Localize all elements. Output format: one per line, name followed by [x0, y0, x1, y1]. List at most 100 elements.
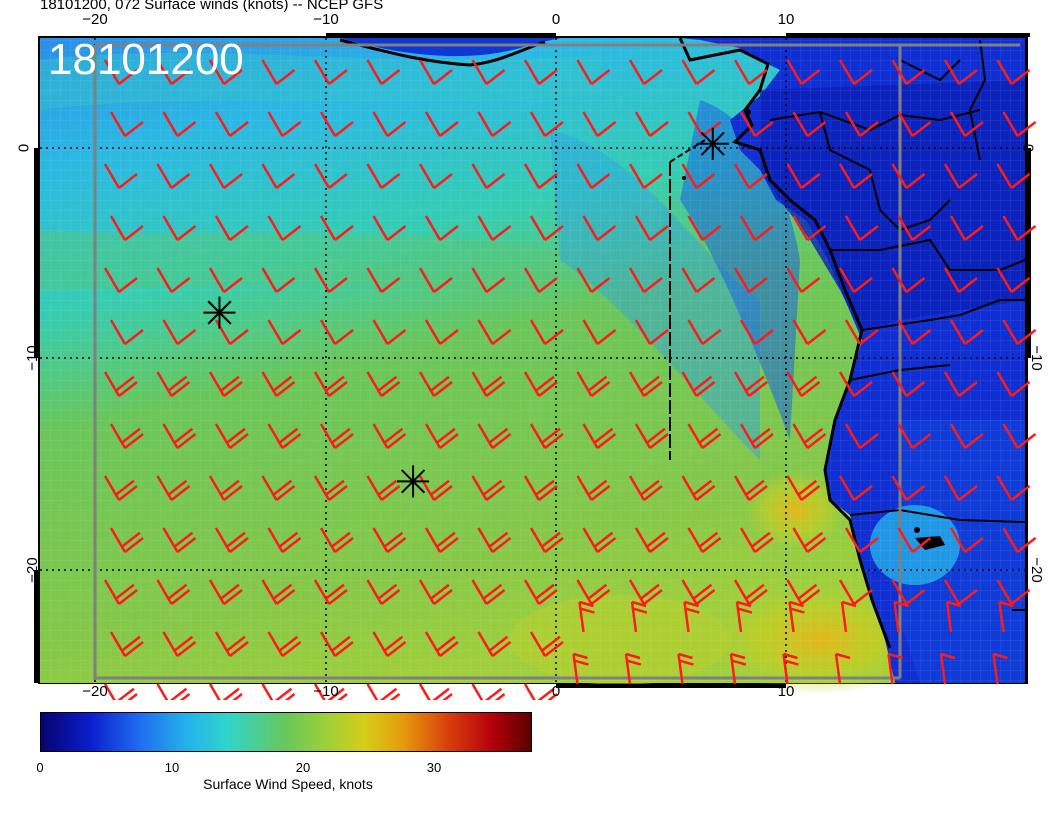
wind-barb — [156, 579, 191, 605]
wind-barb — [943, 163, 978, 189]
wind-barb — [844, 215, 879, 241]
wind-barb — [576, 163, 611, 189]
wind-barb — [996, 59, 1031, 85]
islands — [682, 109, 945, 550]
wind-barb — [739, 319, 774, 345]
wind-barb — [372, 527, 407, 553]
wind-barb — [687, 319, 722, 345]
wind-barb — [628, 371, 663, 397]
wind-barb — [156, 163, 191, 189]
wind-barb — [844, 111, 879, 137]
wind-barb — [162, 631, 197, 657]
wind-barb — [366, 163, 401, 189]
wind-map[interactable] — [0, 0, 1056, 700]
colorbar-tick: 30 — [426, 760, 442, 775]
x-tick-top: 0 — [551, 11, 561, 28]
wind-barb — [891, 371, 926, 397]
x-tick-bottom: 0 — [551, 683, 561, 700]
wind-barb — [418, 267, 453, 293]
y-tick-right: −10 — [1028, 345, 1046, 371]
wind-barb — [103, 683, 138, 700]
wind-barb — [103, 475, 138, 501]
wind-barb — [998, 600, 1014, 633]
wind-barb — [786, 475, 821, 501]
ship-track-line — [669, 139, 706, 163]
wind-barb — [424, 215, 459, 241]
country-borders — [769, 39, 1026, 611]
wind-barb — [313, 475, 348, 501]
wind-barb — [891, 59, 926, 85]
wind-barb — [103, 579, 138, 605]
wind-barb — [792, 423, 827, 449]
wind-barb — [891, 579, 926, 605]
wind-barb — [471, 579, 506, 605]
wind-barb — [733, 163, 768, 189]
wind-barb — [424, 423, 459, 449]
wind-barb — [840, 600, 857, 633]
wind-barb — [471, 267, 506, 293]
colorbar-label: Surface Wind Speed, knots — [203, 776, 373, 792]
wind-barb — [313, 579, 348, 605]
wind-barb — [523, 475, 558, 501]
wind-barb — [681, 59, 716, 85]
wind-barb — [319, 631, 354, 657]
wind-barb — [261, 371, 296, 397]
wind-barbs — [103, 59, 1037, 700]
wind-barb — [729, 652, 747, 685]
wind-barb — [103, 59, 138, 85]
wind-barb — [786, 59, 821, 85]
wind-barb — [943, 267, 978, 293]
wind-barb — [996, 579, 1031, 605]
wind-barb — [634, 423, 669, 449]
wind-barb — [891, 267, 926, 293]
wind-barb — [156, 683, 191, 700]
wind-barb — [628, 163, 663, 189]
wind-barb — [681, 579, 716, 605]
wind-barb — [529, 631, 564, 657]
wind-barb — [214, 111, 249, 137]
wind-barb — [834, 652, 851, 685]
wind-barb — [261, 579, 296, 605]
wind-barb — [838, 267, 873, 293]
wind-barb — [628, 59, 663, 85]
wind-barb — [996, 371, 1031, 397]
wind-barb — [687, 111, 722, 137]
wind-barb — [529, 111, 564, 137]
wind-barb — [897, 215, 932, 241]
wind-barb — [733, 475, 768, 501]
wind-barb — [477, 527, 512, 553]
wind-barb — [366, 475, 401, 501]
colorbar-tick: 10 — [164, 760, 180, 775]
wind-barb — [313, 371, 348, 397]
y-tick-right: 0 — [1019, 143, 1037, 153]
wind-barb — [162, 111, 197, 137]
star-marker-south — [397, 465, 430, 498]
wind-barb — [844, 527, 879, 553]
wind-barb — [418, 163, 453, 189]
wind-barb — [103, 267, 138, 293]
wind-barb — [578, 600, 595, 633]
wind-barb — [109, 215, 144, 241]
wind-barb — [418, 371, 453, 397]
x-tick-bottom: −10 — [313, 683, 339, 700]
wind-barb — [477, 215, 512, 241]
date-stamp: 18101200 — [48, 35, 244, 84]
wind-barb — [162, 527, 197, 553]
wind-barb — [582, 111, 617, 137]
wind-barb — [576, 579, 611, 605]
wind-barb — [214, 319, 249, 345]
wind-barb — [624, 652, 642, 685]
wind-barb — [319, 319, 354, 345]
wind-barb — [156, 267, 191, 293]
wind-barb — [943, 59, 978, 85]
wind-barb — [844, 319, 879, 345]
wind-barb — [313, 683, 348, 700]
wind-barb — [214, 215, 249, 241]
wind-barb — [576, 371, 611, 397]
wind-barb — [897, 423, 932, 449]
wind-barb — [838, 579, 873, 605]
wind-barb — [949, 215, 984, 241]
wind-barb — [681, 267, 716, 293]
map-frame — [38, 36, 1028, 695]
wind-barb — [893, 600, 909, 633]
